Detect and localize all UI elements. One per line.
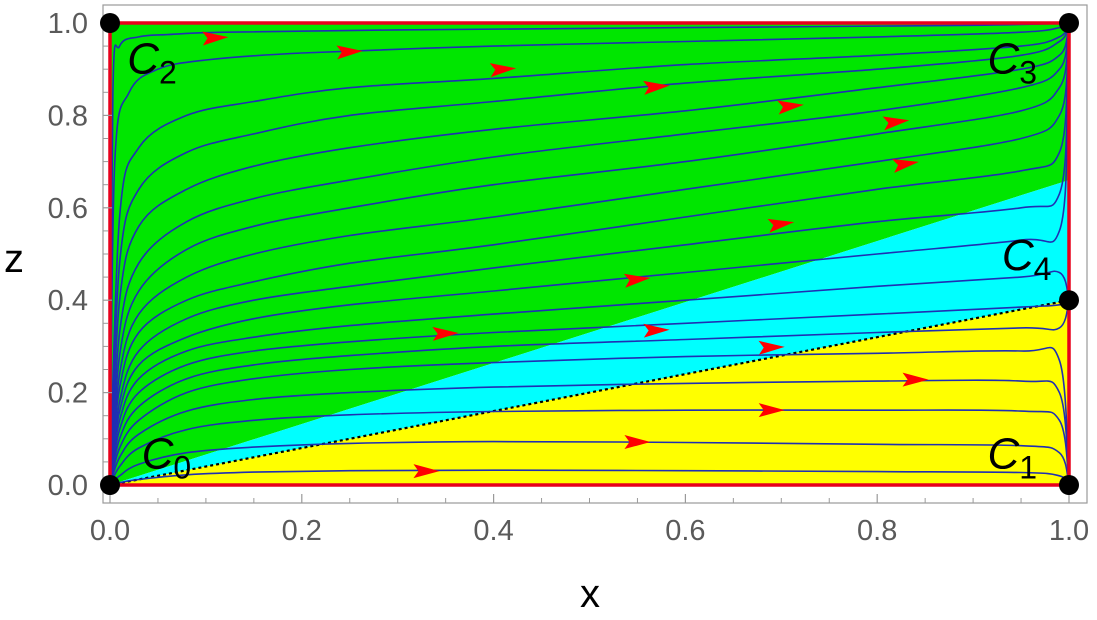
separatrix-line <box>109 299 1070 487</box>
trajectory-12 <box>109 22 1070 486</box>
direction-arrow-8 <box>767 218 795 233</box>
plot-boundary <box>108 21 1071 487</box>
critical-point-c1 <box>1059 475 1079 495</box>
critical-point-label-c4: C4 <box>1002 231 1052 287</box>
x-tick-label: 0.4 <box>473 515 513 547</box>
x-tick-label: 1.0 <box>1049 515 1089 547</box>
trajectory-15 <box>109 22 1070 486</box>
x-tick-label: 0.8 <box>857 515 897 547</box>
critical-point-c4 <box>1059 290 1079 311</box>
y-tick-label: 0.6 <box>48 193 88 225</box>
direction-arrow-13 <box>489 63 517 78</box>
critical-point-c2 <box>100 13 120 33</box>
trajectories <box>109 22 1070 486</box>
direction-arrows <box>202 31 929 479</box>
direction-arrow-15 <box>202 31 229 46</box>
x-tick-label: 0.0 <box>90 515 130 547</box>
trajectory-18 <box>109 22 1070 486</box>
trajectory-2 <box>109 409 1070 486</box>
y-tick-label: 0.0 <box>48 470 88 502</box>
x-tick-label: 0.2 <box>282 515 322 547</box>
direction-arrow-4 <box>758 340 785 355</box>
trajectory-16 <box>109 22 1070 486</box>
y-tick-label: 1.0 <box>48 8 88 40</box>
direction-arrow-1 <box>624 435 651 450</box>
trajectory-6 <box>109 299 1070 486</box>
direction-arrow-14 <box>336 45 363 60</box>
x-axis-label: x <box>580 572 600 616</box>
trajectory-14 <box>109 22 1070 486</box>
y-tick-label: 0.8 <box>48 100 88 132</box>
critical-point-label-c1: C1 <box>987 430 1037 486</box>
trajectory-1 <box>109 440 1070 486</box>
direction-arrow-5 <box>432 326 459 341</box>
direction-arrow-12 <box>643 80 670 95</box>
trajectory-4 <box>109 346 1070 486</box>
trajectory-0 <box>109 469 1070 486</box>
trajectory-8 <box>109 22 1070 486</box>
critical-point-c0 <box>100 475 120 495</box>
trajectory-10 <box>109 22 1070 486</box>
direction-arrow-9 <box>892 159 919 173</box>
direction-arrow-10 <box>882 116 910 131</box>
trajectory-13 <box>109 22 1070 486</box>
direction-arrow-3 <box>902 372 929 387</box>
axes: 0.0 0.2 0.4 0.6 0.8 1.0 0.0 0.2 0.4 0.6 0.8 1.0 <box>48 4 1089 547</box>
y-axis-label: z <box>4 237 24 281</box>
trajectory-5 <box>109 299 1070 486</box>
trajectory-17 <box>109 22 1070 486</box>
direction-arrow-6 <box>643 323 670 338</box>
phase-space-boundary <box>108 21 1071 487</box>
y-tick-label: 0.2 <box>48 378 88 410</box>
direction-arrow-0 <box>413 464 440 479</box>
x-tick-label: 0.6 <box>665 515 705 547</box>
trajectory-9 <box>109 22 1070 486</box>
trajectory-7 <box>109 270 1070 486</box>
direction-arrow-2 <box>758 403 785 418</box>
direction-arrow-11 <box>777 100 804 115</box>
trajectory-11 <box>109 22 1070 486</box>
y-tick-label: 0.4 <box>48 285 88 317</box>
critical-point-c3 <box>1059 13 1079 33</box>
direction-arrow-7 <box>623 273 651 288</box>
trajectory-3 <box>109 379 1070 486</box>
